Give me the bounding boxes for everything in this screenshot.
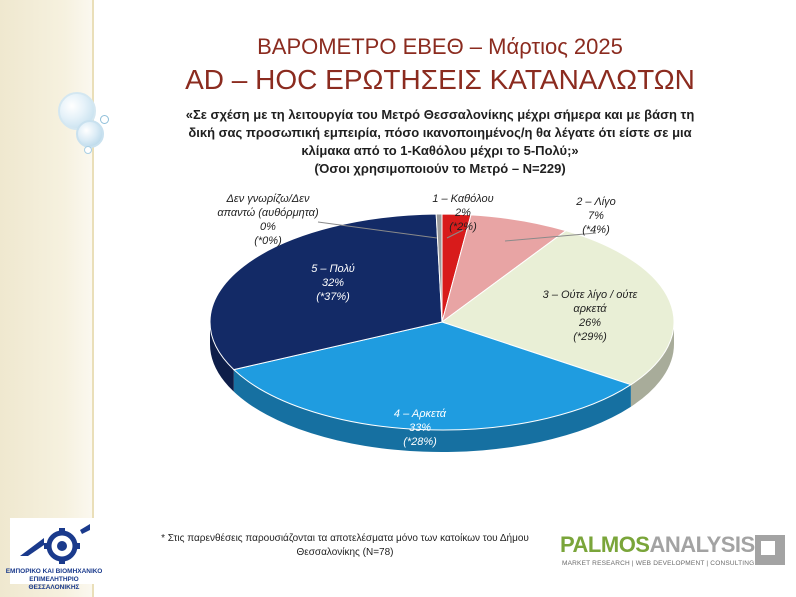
slice-value-1: 2% [454,207,471,219]
survey-question: «Σε σχέση με τη λειτουργία του Μετρό Θεσ… [150,106,730,178]
palmos-analysis-logo: PALMOSANALYSIS MARKET RESEARCH | WEB DEV… [560,532,790,576]
slice-label-3: 3 – Ούτε λίγο / ούτε [543,289,638,301]
leader-lines [317,221,597,242]
slice-subvalue-1: (*2%) [449,221,477,233]
satisfaction-pie-chart: 1 – Καθόλου 2% (*2%) 2 – Λίγο 7% (*4%) 3 – Ούτ… [209,193,675,452]
leader-line-2 [504,232,597,242]
pie-slice-2 [441,214,567,324]
question-line-1: «Σε σχέση με τη λειτουργία του Μετρό Θεσ… [185,107,695,122]
footnote: * Στις παρενθέσεις παρουσιάζονται τα απο… [130,532,560,560]
pie-slice-5 [209,213,443,371]
slice-subvalue-4: (*28%) [403,436,437,448]
ebeth-logo [10,518,96,584]
question-base: (Όσοι χρησιμοποιούν το Μετρό – Ν=229) [314,161,566,176]
slice-subvalue-3: (*29%) [573,331,607,343]
slice-subvalue-2: (*4%) [582,224,610,236]
slice-label-6: Δεν γνωρίζω/Δεν [226,193,310,205]
slice-label-3: αρκετά [573,303,607,315]
pie-slice-4 [232,321,633,431]
pie-slice-6 [435,213,443,323]
question-line-3: κλίμακα από το 1-Καθόλου μέχρι το 5-Πολύ… [301,143,579,158]
pie-side-3 [630,322,674,407]
page-subtitle: AD – HOC ΕΡΩΤΗΣΕΙΣ ΚΑΤΑΝΑΛΩΤΩΝ [185,64,695,95]
decor-circle-medium [76,120,104,148]
decor-circle-tiny [84,146,92,154]
slice-value-6: 0% [260,221,276,233]
slice-value-2: 7% [588,210,604,222]
footnote-line-1: * Στις παρενθέσεις παρουσιάζονται τα απο… [161,533,529,544]
leader-line-6 [317,221,438,239]
slice-subvalue-5: (*37%) [316,291,350,303]
page-title: ΒΑΡΟΜΕΤΡΟ ΕΒΕΘ – Μάρτιος 2025 [257,34,623,59]
pie-slice-3 [440,230,675,386]
slice-value-4: 33% [409,422,431,434]
slice-label-6: απαντώ (αυθόρμητα) [217,207,319,219]
leader-line-1 [446,229,464,239]
pie-side-4 [233,369,631,452]
palmos-square-icon [755,535,785,565]
footnote-line-2: Θεσσαλονίκης (Ν=78) [296,547,394,558]
slice-label-2: 2 – Λίγο [575,196,616,208]
ebeth-name: ΕΜΠΟΡΙΚΟ ΚΑΙ ΒΙΟΜΗΧΑΝΙΚΟ ΕΠΙΜΕΛΗΤΗΡΙΟ ΘΕ… [5,568,103,591]
slice-label-5: 5 – Πολύ [311,263,355,275]
slice-label-1: 1 – Καθόλου [432,193,493,205]
slice-label-4: 4 – Αρκετά [394,408,447,420]
slice-value-5: 32% [322,277,344,289]
question-line-2: δική σας προσωπική εμπειρία, πόσο ικανοπ… [188,125,692,140]
slice-subvalue-6: (*0%) [254,235,282,247]
slice-labels: 1 – Καθόλου 2% (*2%) 2 – Λίγο 7% (*4%) 3 – Ούτ… [217,193,637,448]
pie-layer [209,213,675,452]
slice-value-3: 26% [578,317,601,329]
decor-circle-small [100,115,109,124]
